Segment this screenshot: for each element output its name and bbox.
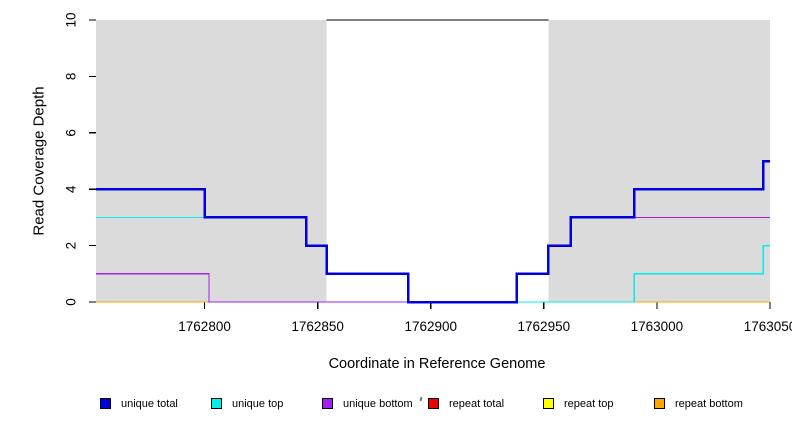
x-axis-title: Coordinate in Reference Genome	[328, 356, 546, 372]
x-tick-label: 1762900	[404, 319, 457, 334]
legend-label-unique-total: unique total	[121, 397, 178, 410]
y-tick-label: 4	[64, 185, 79, 193]
legend-item-unique-total: unique total	[100, 397, 178, 410]
legend-swatch-unique-total	[100, 398, 111, 409]
legend-swatch-repeat-top	[543, 398, 554, 409]
x-tick-label: 1762950	[518, 319, 571, 334]
x-tick-label: 1763000	[631, 319, 684, 334]
legend-label-unique-bottom: unique bottom	[343, 397, 413, 410]
y-tick-label: 10	[64, 12, 79, 27]
legend-item-repeat-bottom: repeat bottom	[654, 397, 743, 410]
series-line-unique-total	[96, 159, 770, 304]
legend-label-repeat-bottom: repeat bottom	[675, 397, 743, 410]
x-tick-label: 1762800	[178, 319, 231, 334]
legend-swatch-unique-bottom	[322, 398, 333, 409]
shaded-region-unique-region-right	[548, 20, 770, 302]
legend-item-repeat-top: repeat top	[543, 397, 614, 410]
y-tick-label: 0	[64, 298, 79, 306]
legend-swatch-repeat-bottom	[654, 398, 665, 409]
shaded-region-unique-region-left	[96, 20, 327, 302]
x-tick-label: 1763050	[744, 319, 792, 334]
y-tick-label: 6	[64, 129, 79, 137]
y-axis-title: Read Coverage Depth	[30, 86, 48, 236]
y-tick-label: 2	[64, 242, 79, 250]
legend-label-unique-top: unique top	[232, 397, 284, 410]
y-tick-label: 8	[64, 73, 79, 81]
legend-item-unique-bottom: unique bottom	[322, 397, 413, 410]
legend-label-repeat-top: repeat top	[564, 397, 614, 410]
legend-item-repeat-total: repeat total	[428, 397, 504, 410]
legend-item-unique-top: unique top	[211, 397, 283, 410]
legend-label-repeat-total: repeat total	[449, 397, 505, 410]
x-tick-label: 1762850	[291, 319, 344, 334]
legend-swatch-unique-top	[211, 398, 222, 409]
legend-swatch-repeat-total	[428, 398, 439, 409]
